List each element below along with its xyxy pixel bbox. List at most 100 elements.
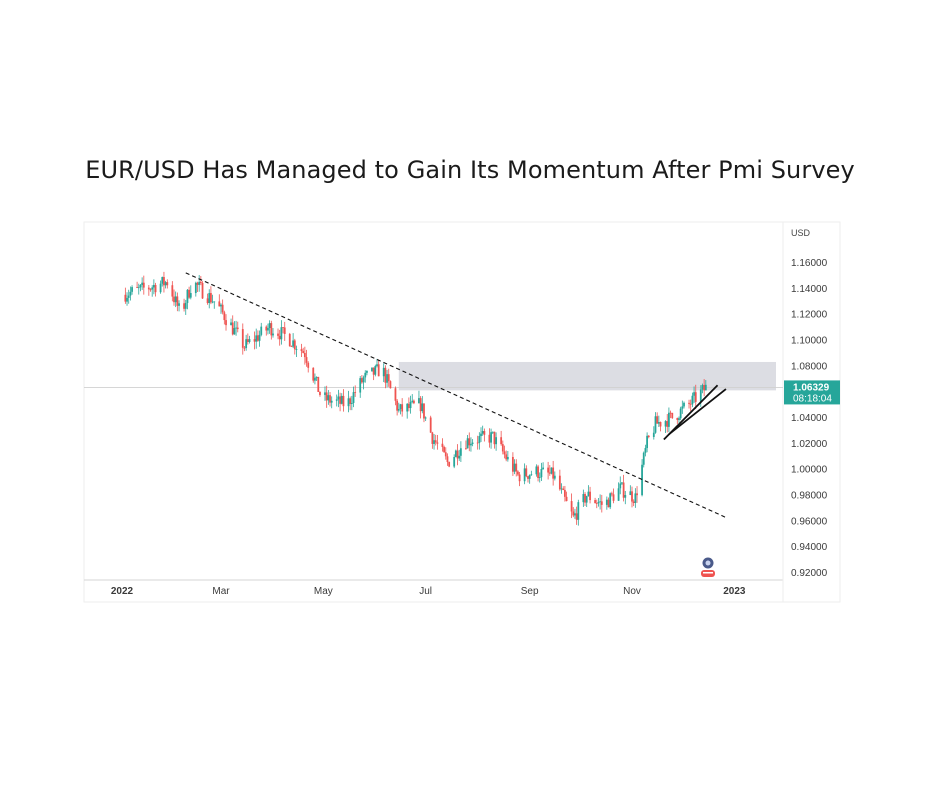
candle-body <box>647 435 650 437</box>
candle-body <box>327 395 330 401</box>
candle-body <box>646 435 648 449</box>
candle-body <box>434 440 437 443</box>
candle-body <box>465 448 467 450</box>
candle-body <box>594 500 596 503</box>
candle-body <box>350 402 353 404</box>
candle-body <box>612 494 615 501</box>
candle-body <box>268 323 271 329</box>
candle-body <box>376 364 378 367</box>
candle-body <box>374 366 377 375</box>
candle-body <box>443 446 446 453</box>
y-tick-label: 1.08000 <box>791 361 828 372</box>
candle-body <box>448 462 451 467</box>
candle-body <box>319 391 321 395</box>
candle-body <box>221 304 224 313</box>
x-tick-label: 2022 <box>111 586 134 597</box>
resistance-zone[interactable] <box>398 361 776 391</box>
candle-body <box>553 475 556 479</box>
tradingview-logo-icon[interactable] <box>701 557 715 578</box>
candle-body <box>290 346 293 347</box>
candle-body <box>163 277 165 286</box>
x-tick-label: 2023 <box>723 586 746 597</box>
candle-body <box>303 352 306 358</box>
candle-body <box>147 287 150 290</box>
candle-body <box>691 395 694 405</box>
candle-body <box>137 287 140 289</box>
candle-body <box>669 412 672 414</box>
candle-body <box>424 417 427 419</box>
candle-body <box>236 327 239 330</box>
candle-body <box>340 395 343 404</box>
candle-body <box>644 448 647 453</box>
candle-body <box>387 374 390 382</box>
candle-body <box>152 284 155 288</box>
candle-body <box>600 501 603 505</box>
uptrend-line[interactable] <box>668 388 727 435</box>
candle-body <box>436 442 439 444</box>
candle-body <box>453 456 456 467</box>
candle-body <box>233 328 236 335</box>
candle-body <box>617 488 620 501</box>
candle-body <box>506 456 509 460</box>
candle-body <box>671 412 674 419</box>
candle-body <box>433 440 435 444</box>
trendlines <box>185 272 728 519</box>
candle-body <box>676 418 679 420</box>
candle-body <box>621 482 623 484</box>
candle-body <box>468 438 471 446</box>
candle-body <box>270 323 273 336</box>
candle-body <box>535 466 538 475</box>
candle-body <box>129 291 132 296</box>
candle-body <box>642 452 645 465</box>
candle-body <box>693 392 695 396</box>
candle-body <box>198 281 201 285</box>
candle-body <box>681 406 684 409</box>
candle-body <box>493 431 496 445</box>
candle-body <box>418 398 420 404</box>
candle-body <box>282 327 284 329</box>
candle-body <box>183 303 185 309</box>
candle-body <box>245 339 248 349</box>
candle-body <box>454 450 457 457</box>
candle-body <box>246 339 249 342</box>
candle-body <box>525 468 528 477</box>
candle-body <box>256 335 259 341</box>
candle-body <box>488 434 491 443</box>
candle-body <box>235 327 237 329</box>
candle-body <box>329 395 331 403</box>
candle-body <box>570 501 573 512</box>
y-tick-label: 1.04000 <box>791 413 828 424</box>
candle-body <box>587 491 590 497</box>
candle-body <box>258 334 261 341</box>
y-tick-label: 1.14000 <box>791 284 828 295</box>
candle-body <box>372 367 375 375</box>
candle-body <box>126 297 128 302</box>
candle-body <box>354 392 357 393</box>
candle-body <box>300 349 303 352</box>
candle-body <box>223 312 226 321</box>
candle-body <box>523 468 526 482</box>
candle-body <box>210 293 212 303</box>
candle-body <box>701 385 704 390</box>
candle-body <box>699 389 702 402</box>
candle-body <box>471 442 474 444</box>
candle-body <box>657 422 660 424</box>
downtrend-line[interactable] <box>185 272 728 519</box>
candle-body <box>664 421 667 427</box>
candle-body <box>208 293 211 304</box>
last-price-label: 1.06329 <box>793 382 830 393</box>
candle-body <box>538 477 541 479</box>
candle-body <box>166 282 169 286</box>
candle-body <box>466 438 469 449</box>
candle-body <box>394 388 397 401</box>
candle-body <box>407 403 410 409</box>
candle-body <box>139 284 142 288</box>
candle-body <box>689 403 692 405</box>
candle-body <box>317 376 320 392</box>
candle-body <box>490 432 492 443</box>
candle-body <box>683 402 685 407</box>
candle-body <box>589 491 591 501</box>
candle-body <box>225 320 227 326</box>
candle-body <box>211 301 214 303</box>
